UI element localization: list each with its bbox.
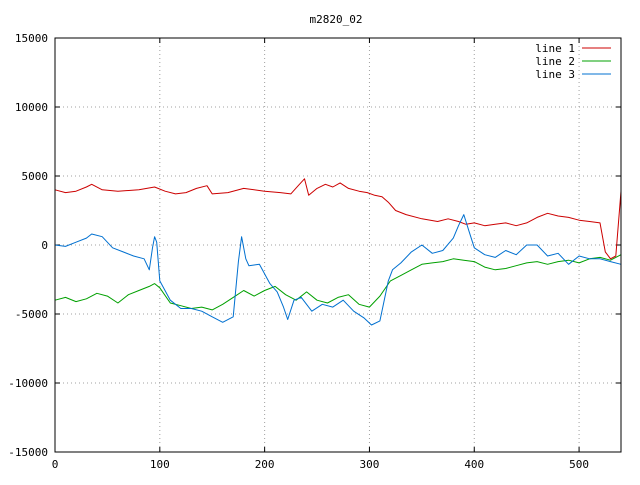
y-tick-label: 10000 — [15, 101, 48, 114]
x-tick-label: 400 — [464, 458, 484, 471]
series-line-1 — [54, 178, 622, 260]
x-tick-label: 0 — [52, 458, 59, 471]
chart-title: m2820_02 — [310, 13, 363, 26]
series-line-2 — [54, 254, 622, 311]
legend-label-3: line 3 — [535, 68, 575, 81]
grid-lines — [55, 38, 621, 452]
y-tick-label: 5000 — [22, 170, 49, 183]
y-tick-label: 0 — [41, 239, 48, 252]
y-tick-label: -5000 — [15, 308, 48, 321]
series-group — [54, 178, 622, 326]
x-tick-label: 500 — [569, 458, 589, 471]
x-tick-label: 100 — [150, 458, 170, 471]
plot-frame — [54, 37, 622, 453]
y-tick-label: -15000 — [8, 446, 48, 459]
legend-label-2: line 2 — [535, 55, 575, 68]
axis-ticks: 0 100 200 300 400 500 -15000 -10000 -5000 0 5000 10… — [8, 32, 621, 471]
x-tick-label: 200 — [255, 458, 275, 471]
y-tick-label: 15000 — [15, 32, 48, 45]
series-line-3 — [54, 214, 622, 326]
legend-label-1: line 1 — [535, 42, 575, 55]
x-tick-label: 300 — [360, 458, 380, 471]
y-tick-label: -10000 — [8, 377, 48, 390]
